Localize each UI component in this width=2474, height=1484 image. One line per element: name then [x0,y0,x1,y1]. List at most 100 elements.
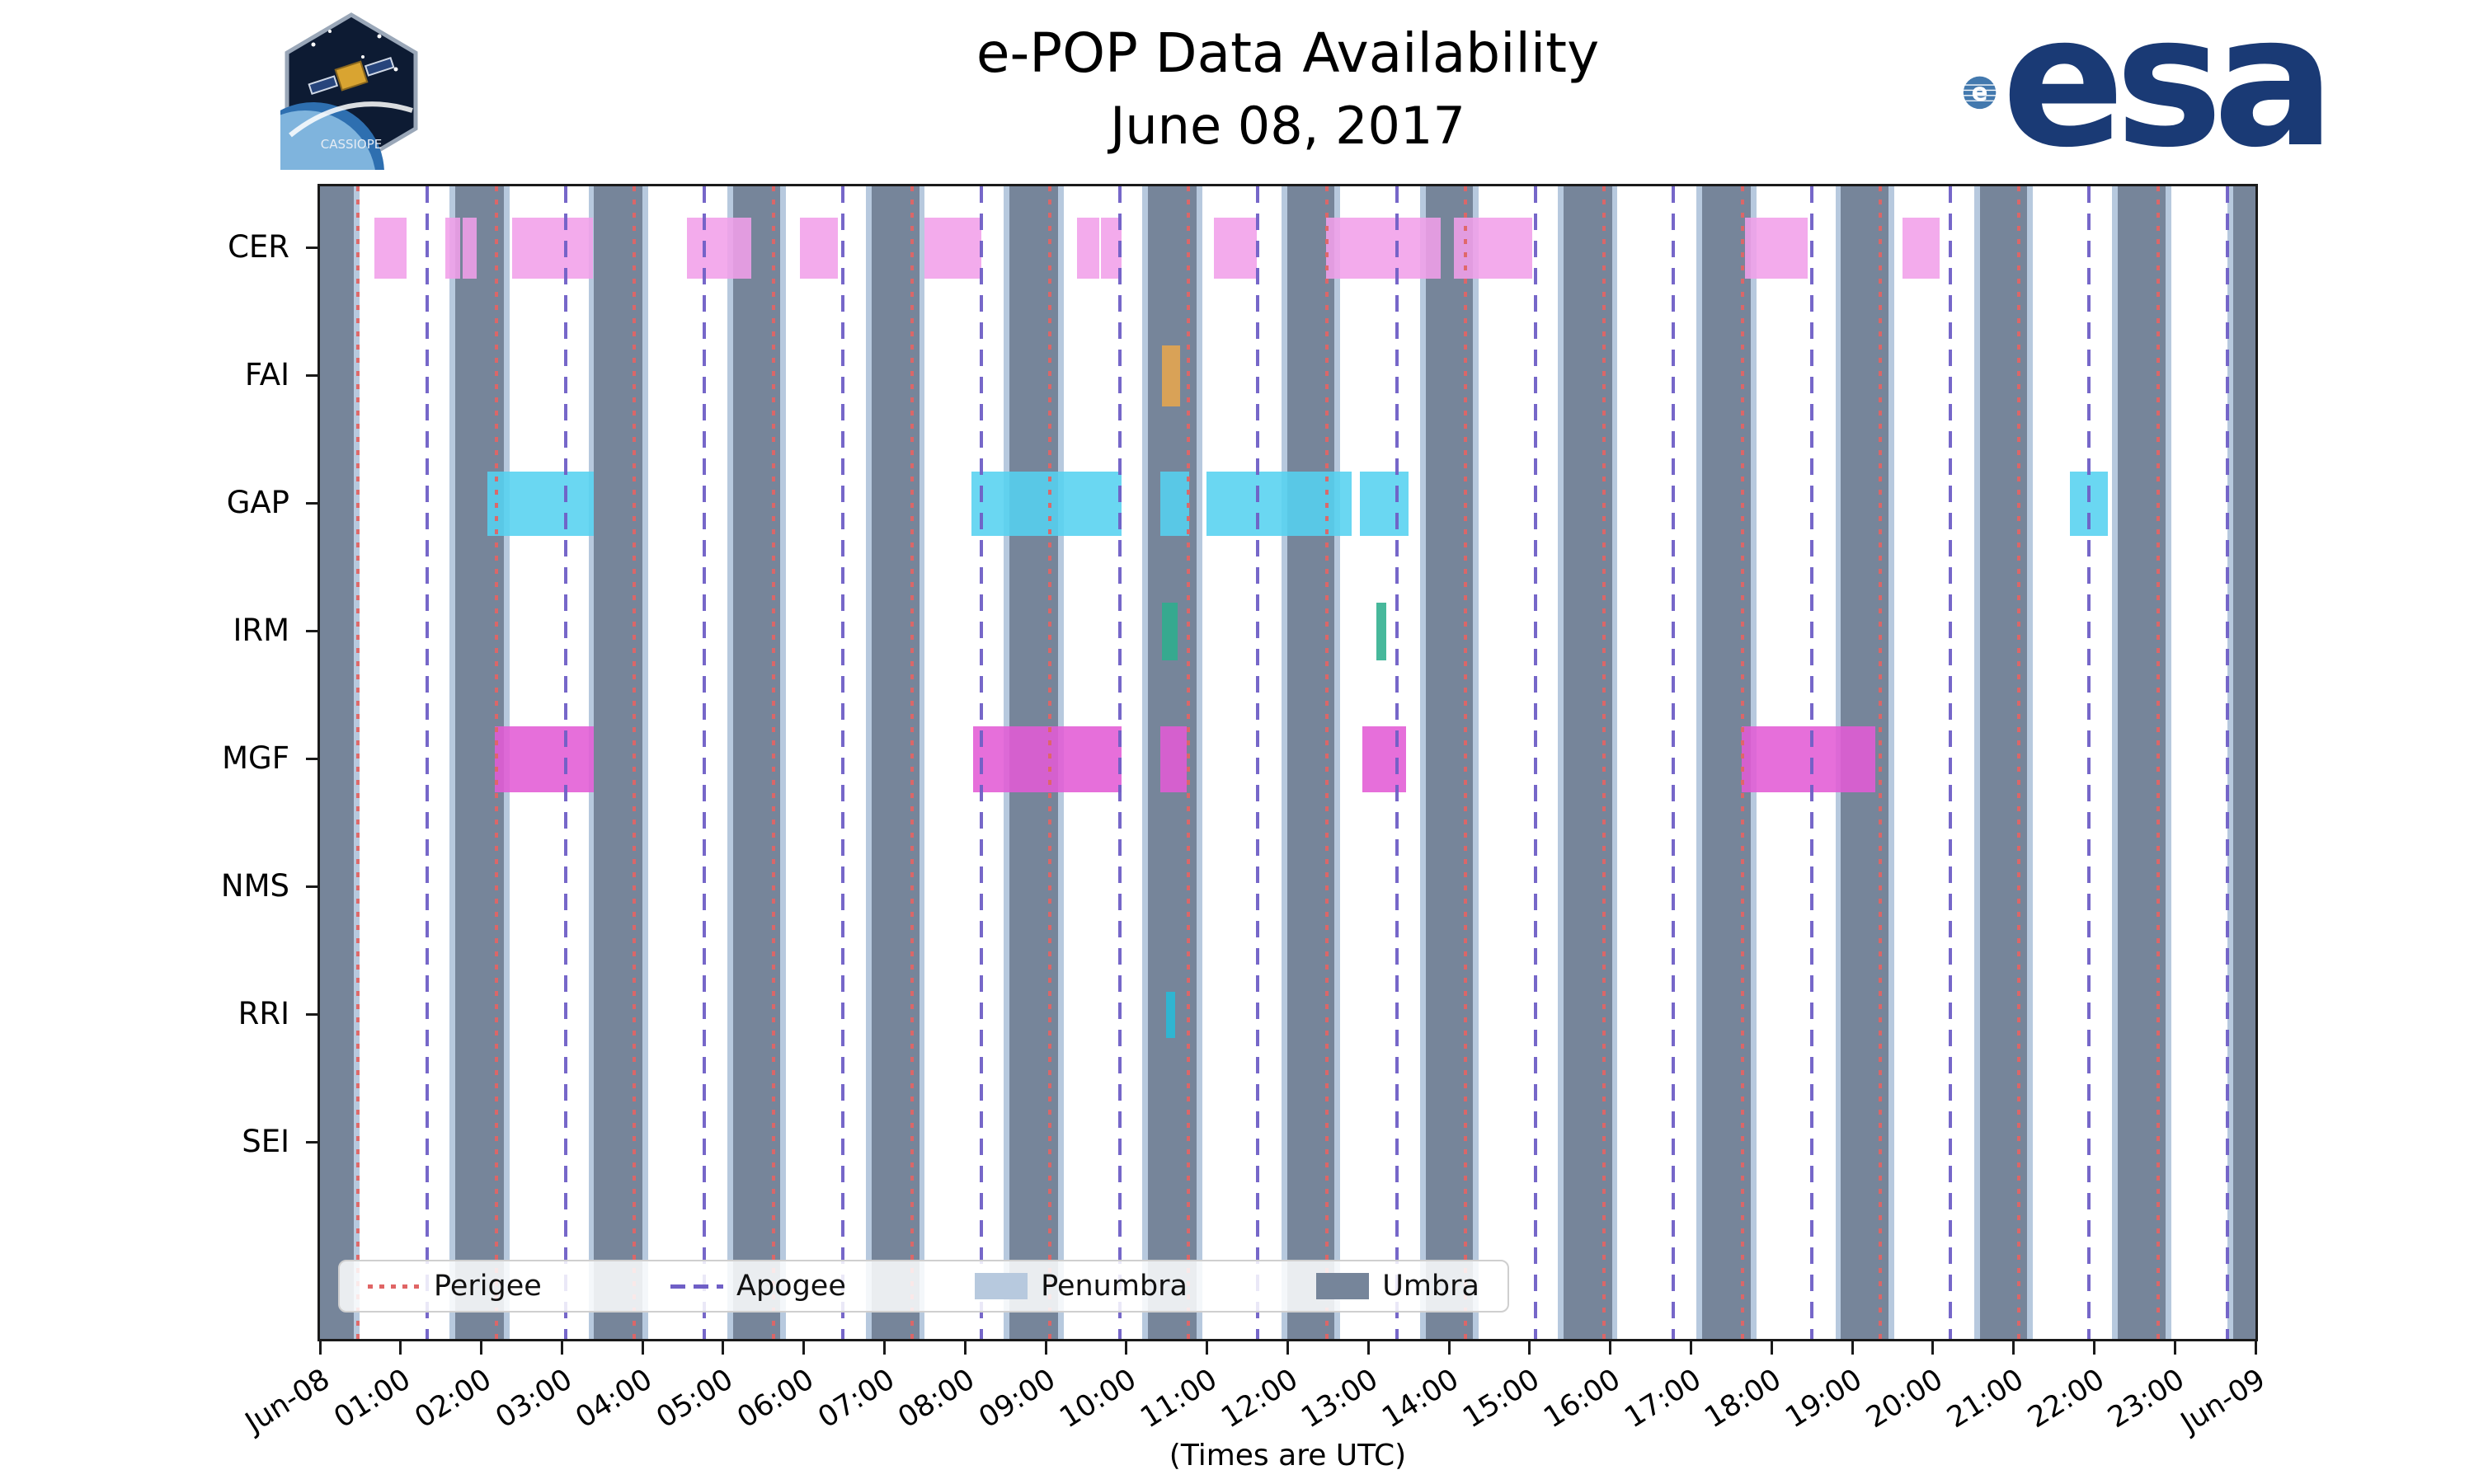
x-tick-label: 20:00 [1860,1363,1950,1435]
apogee-line [1671,186,1675,1339]
x-tick [1125,1341,1128,1355]
x-tick [1447,1341,1451,1355]
apogee-line [979,186,983,1339]
x-tick [1286,1341,1289,1355]
esa-wordmark: esa [2001,0,2335,187]
penumbra-band [780,186,787,1339]
legend-swatch-apogee [670,1284,724,1289]
x-tick-label: Jun-08 [240,1363,336,1440]
x-tick [2254,1341,2257,1355]
penumbra-band [1611,186,1618,1339]
x-axis-caption: (Times are UTC) [1169,1439,1407,1472]
x-tick [399,1341,402,1355]
y-tick [306,1141,317,1144]
legend-item-apogee: Apogee [670,1270,846,1303]
bar-cer [444,218,461,279]
penumbra-band [2227,186,2233,1339]
x-tick [2092,1341,2095,1355]
legend-label: Umbra [1382,1270,1479,1303]
perigee-line [1187,186,1191,1339]
x-tick [1770,1341,1773,1355]
bar-cer [924,218,981,279]
bar-cer [374,218,407,279]
x-tick-label: 23:00 [2102,1363,2191,1435]
plot-area: Perigee Apogee Penumbra Umbra [317,184,2258,1341]
x-tick [1609,1341,1612,1355]
chart-subtitle: June 08, 2017 [1110,96,1465,156]
legend-swatch-perigee [368,1284,421,1289]
x-tick [480,1341,483,1355]
perigee-line [1879,186,1883,1339]
y-tick-label-cer: CER [228,229,289,265]
esa-logo: e esa [1963,0,2335,172]
x-tick [1689,1341,1692,1355]
legend-swatch-penumbra [975,1273,1028,1299]
x-tick-label: 16:00 [1538,1363,1626,1435]
penumbra-band [727,186,733,1339]
bar-cer [1902,218,1940,279]
x-tick [1931,1341,1935,1355]
apogee-line [426,186,430,1339]
penumbra-band [1334,186,1341,1339]
penumbra-band [866,186,872,1339]
bar-gap [487,472,595,536]
chart-title: e-POP Data Availability [976,21,1600,85]
x-tick-label: 03:00 [489,1363,578,1435]
x-tick-label: 09:00 [973,1363,1062,1435]
apogee-line [1533,186,1537,1339]
perigee-line [2156,186,2160,1339]
apogee-line [1810,186,1814,1339]
umbra-band [2232,186,2255,1339]
bar-irm [1376,603,1386,660]
y-tick-label-mgf: MGF [222,740,289,776]
apogee-line [840,186,844,1339]
x-tick-label: 05:00 [651,1363,740,1435]
x-tick [1206,1341,1209,1355]
x-tick-label: 10:00 [1054,1363,1143,1435]
x-tick-label: 13:00 [1296,1363,1385,1435]
y-tick [306,758,317,760]
perigee-line [355,186,360,1339]
umbra-band [320,186,355,1339]
y-tick [306,1013,317,1016]
y-tick-label-irm: IRM [233,613,289,648]
x-tick-label: 14:00 [1376,1363,1465,1435]
penumbra-band [1973,186,1980,1339]
legend-label: Penumbra [1041,1270,1188,1303]
x-tick-label: 12:00 [1215,1363,1304,1435]
legend-item-umbra: Umbra [1316,1270,1479,1303]
y-tick [306,247,317,249]
bar-mgf [495,726,595,792]
y-tick-label-sei: SEI [242,1124,289,1159]
x-tick-label: 06:00 [731,1363,820,1435]
cassiope-patch-label: CASSIOPE [321,137,383,152]
x-tick-label: 18:00 [1699,1363,1788,1435]
apogee-line [1118,186,1122,1339]
bar-rri [1165,992,1175,1038]
x-tick [1366,1341,1370,1355]
legend-label: Perigee [434,1270,542,1303]
perigee-line [633,186,637,1339]
bar-gap [1359,472,1409,536]
legend-item-perigee: Perigee [368,1270,542,1303]
apogee-line [564,186,568,1339]
penumbra-band [1196,186,1202,1339]
penumbra-band [1473,186,1479,1339]
bar-cer [463,218,477,279]
legend-item-penumbra: Penumbra [975,1270,1188,1303]
penumbra-band [1696,186,1703,1339]
perigee-line [910,186,914,1339]
x-tick-label: 19:00 [1780,1363,1869,1435]
bar-cer [1744,218,1808,279]
apogee-line [1256,186,1260,1339]
perigee-line [1048,186,1051,1339]
x-tick [2012,1341,2015,1355]
x-tick [722,1341,725,1355]
bar-cer [1213,218,1258,279]
perigee-line [1325,186,1329,1339]
penumbra-band [2166,186,2172,1339]
esa-globe-icon: e [1963,76,1997,110]
perigee-line [1463,186,1467,1339]
apogee-line [2225,186,2229,1339]
x-tick-label: 21:00 [1941,1363,2030,1435]
